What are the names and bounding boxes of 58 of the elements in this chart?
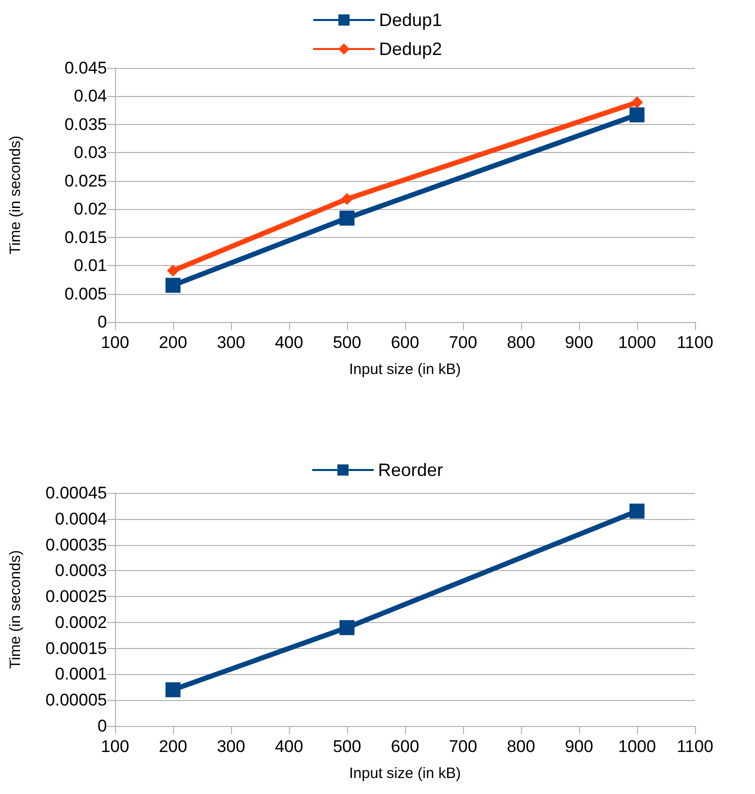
y-tick-label: 0.02 <box>74 200 107 219</box>
x-tick-label: 300 <box>216 737 246 756</box>
legend-label: Dedup2 <box>378 39 442 59</box>
x-tick-label: 500 <box>332 333 362 352</box>
y-axis-title: Time (in seconds) <box>7 550 24 669</box>
y-axis-title: Time (in seconds) <box>7 136 24 254</box>
y-tick-label: 0.035 <box>64 114 107 134</box>
x-tick-label: 1000 <box>618 737 656 756</box>
point <box>630 107 644 122</box>
y-tick-label: 0.005 <box>64 284 107 304</box>
legend-label: Reorder <box>378 460 444 480</box>
x-tick-label: 500 <box>332 737 362 756</box>
x-tick-label: 100 <box>100 737 130 756</box>
y-tick-label: 0.0002 <box>55 612 107 632</box>
y-tick-label: 0.0001 <box>55 664 107 684</box>
point <box>341 192 353 205</box>
x-tick-label: 700 <box>448 737 478 756</box>
y-tick-label: 0.03 <box>74 143 107 162</box>
x-tick-label: 800 <box>506 333 536 352</box>
point <box>631 96 643 108</box>
x-tick-label: 100 <box>100 333 130 352</box>
x-axis-title: Input size (in kB) <box>349 361 461 378</box>
y-tick-label: 0.01 <box>74 256 107 276</box>
y-tick-label: 0.00025 <box>46 587 107 606</box>
point <box>166 682 180 698</box>
y-tick-label: 0 <box>98 716 107 736</box>
point <box>340 620 354 636</box>
x-tick-label: 200 <box>158 737 188 756</box>
x-tick-label: 900 <box>564 737 594 756</box>
point <box>630 504 644 519</box>
y-tick-label: 0.00005 <box>46 690 107 710</box>
y-tick-label: 0.04 <box>74 86 107 106</box>
x-tick-label: 600 <box>390 737 420 756</box>
y-tick-label: 0.00015 <box>46 638 107 658</box>
y-tick-label: 0.0004 <box>55 509 107 528</box>
y-tick-label: 0 <box>98 312 107 332</box>
legend-label: Dedup1 <box>378 10 442 30</box>
x-tick-label: 300 <box>216 333 246 352</box>
y-tick-label: 0.00045 <box>46 484 107 502</box>
x-tick-label: 1000 <box>618 333 656 352</box>
x-tick-label: 1100 <box>676 737 714 756</box>
x-tick-label: 700 <box>448 333 478 352</box>
x-tick-label: 900 <box>564 333 594 352</box>
point <box>166 278 180 293</box>
x-tick-label: 400 <box>274 333 304 352</box>
x-tick-label: 1100 <box>676 333 714 352</box>
y-tick-label: 0.025 <box>64 171 107 190</box>
x-tick-label: 200 <box>158 333 188 352</box>
x-tick-label: 800 <box>506 737 536 756</box>
y-tick-label: 0.00035 <box>46 535 107 554</box>
y-tick-label: 0.0003 <box>55 561 107 580</box>
y-tick-label: 0.045 <box>64 58 107 78</box>
point <box>340 210 354 226</box>
point <box>167 264 179 277</box>
x-axis-title: Input size (in kB) <box>349 765 461 782</box>
y-tick-label: 0.015 <box>64 228 107 247</box>
x-tick-label: 600 <box>390 333 420 352</box>
x-tick-label: 400 <box>274 737 304 756</box>
